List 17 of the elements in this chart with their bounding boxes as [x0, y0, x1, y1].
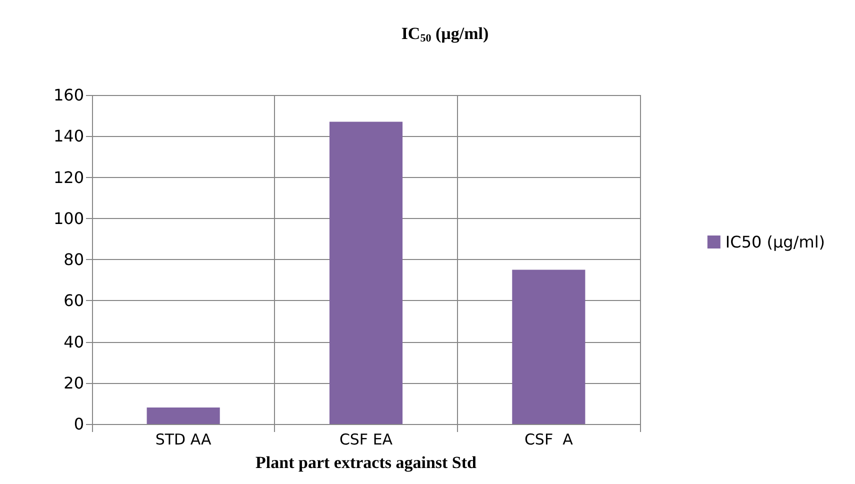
y-tick-label: 120: [53, 168, 84, 187]
legend-label: IC50 (µg/ml): [725, 232, 825, 252]
x-tick-label: CSF A: [524, 430, 574, 448]
x-tick-label: CSF EA: [339, 430, 394, 448]
bar: [146, 408, 220, 424]
y-tick-label: 0: [74, 414, 84, 434]
x-tick-label: STD AA: [155, 430, 212, 448]
bar: [512, 270, 586, 424]
y-tick-label: 40: [64, 332, 84, 352]
y-tick-label: 60: [64, 291, 84, 310]
bar: [329, 122, 403, 424]
y-tick-label: 80: [64, 250, 84, 269]
y-tick-label: 160: [53, 86, 84, 104]
y-tick-label: 20: [64, 373, 84, 392]
y-tick-label: 100: [53, 208, 84, 228]
y-tick-label: 140: [53, 126, 84, 146]
x-axis-title: Plant part extracts against Std: [256, 453, 478, 472]
